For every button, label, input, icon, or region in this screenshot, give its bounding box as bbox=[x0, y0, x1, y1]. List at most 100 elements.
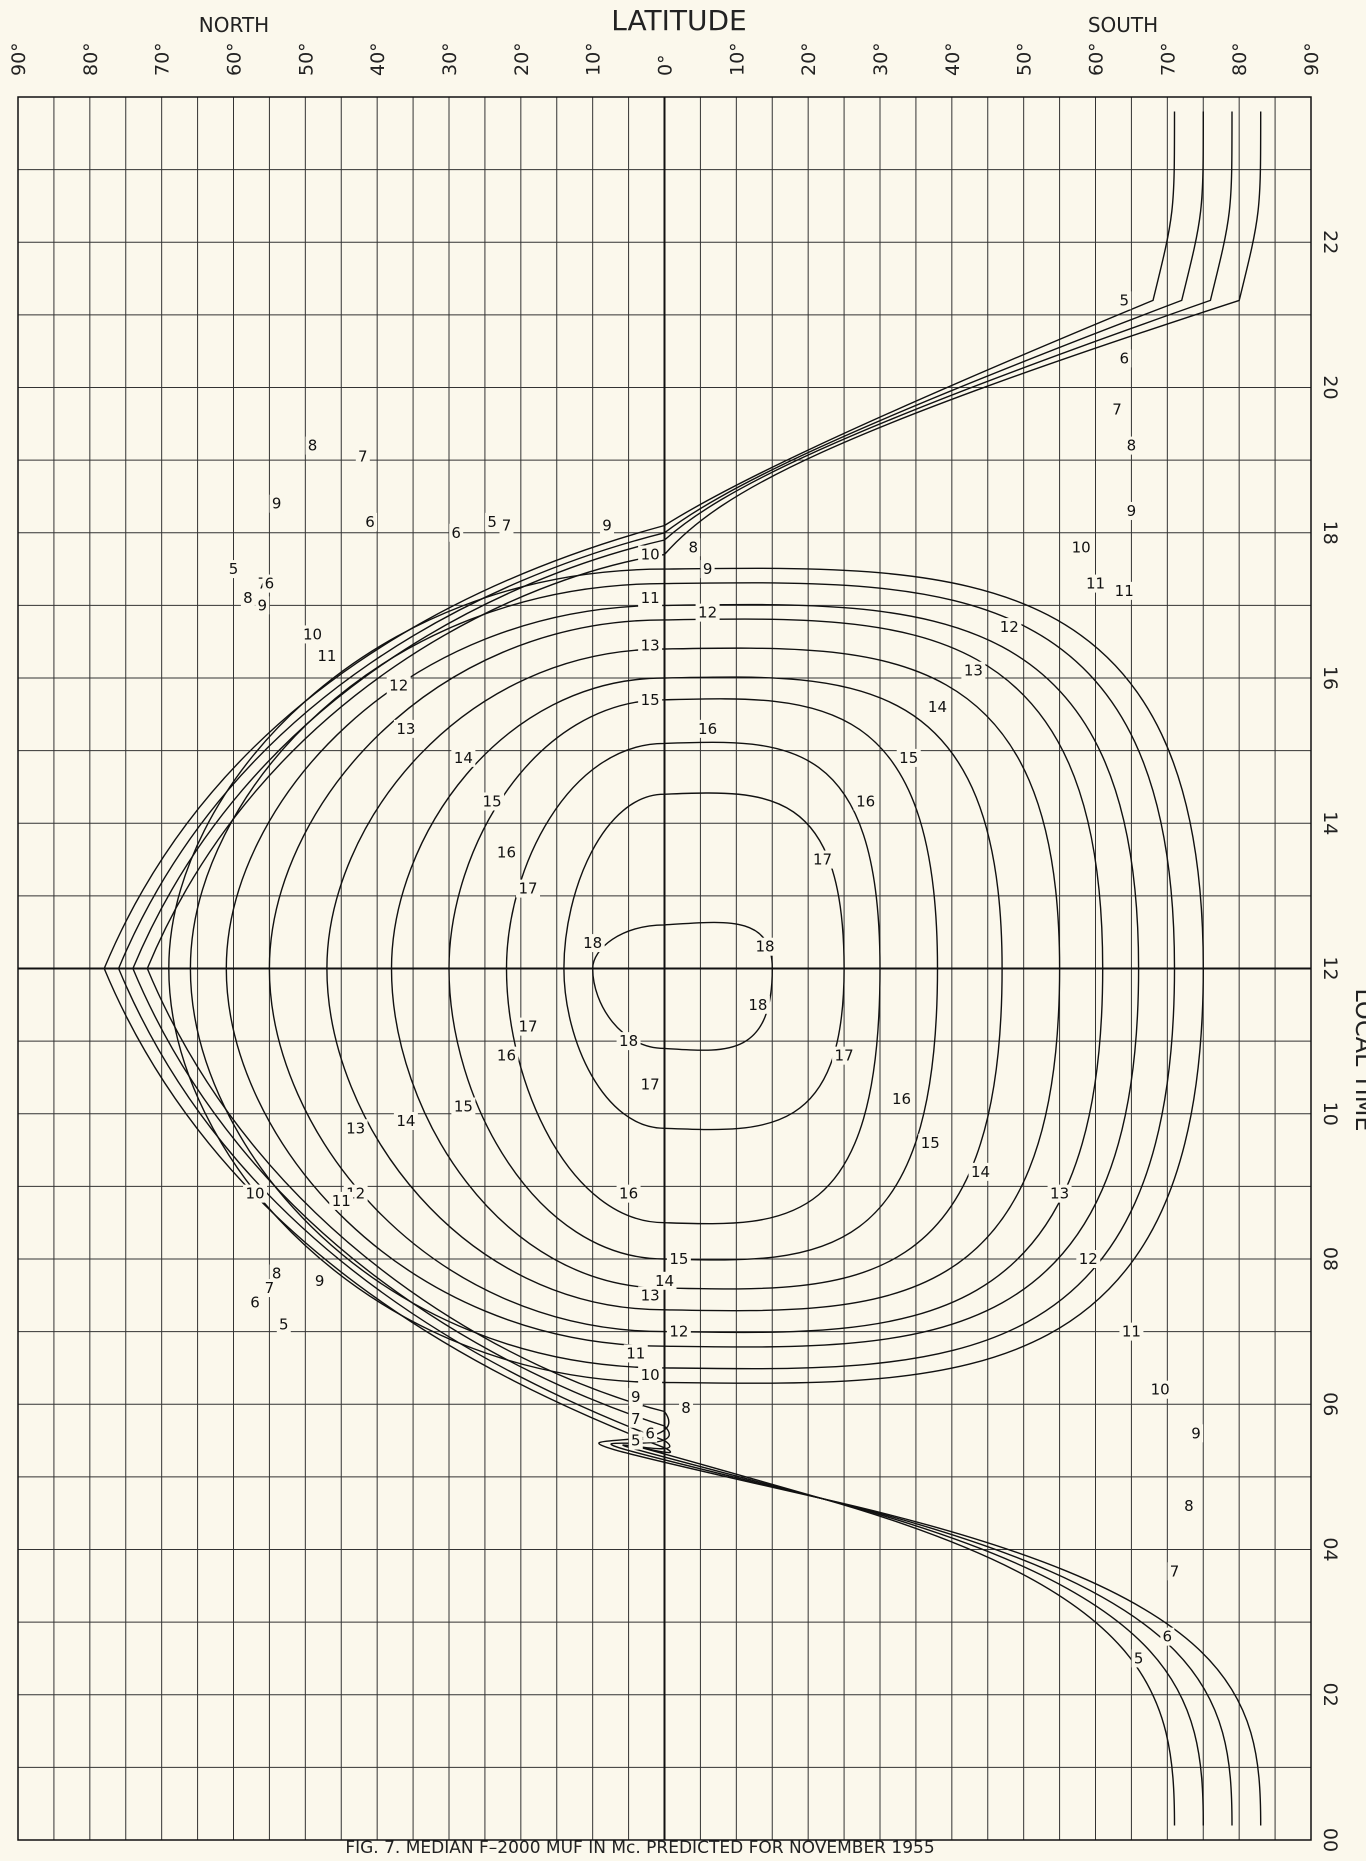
contour-label: 6 bbox=[1119, 349, 1129, 367]
contour-label-bg bbox=[243, 1184, 268, 1203]
contour-label-bg bbox=[449, 523, 464, 542]
lat-tick-label: 70° bbox=[152, 42, 174, 76]
contour-label: 5 bbox=[631, 1432, 641, 1450]
contour-label: 9 bbox=[631, 1388, 641, 1406]
axis-title-local-time: LOCAL TIME bbox=[1350, 988, 1366, 1131]
contour-label: 8 bbox=[1184, 1497, 1194, 1515]
contour-label: 8 bbox=[681, 1399, 691, 1417]
contour-label: 6 bbox=[451, 524, 461, 542]
contour-label: 18 bbox=[756, 938, 775, 956]
contour-label-bg bbox=[1148, 1380, 1173, 1399]
contour-label: 14 bbox=[971, 1163, 990, 1181]
lat-tick-label: 40° bbox=[942, 42, 964, 76]
contour-label: 12 bbox=[1000, 618, 1019, 636]
contour-label: 6 bbox=[1163, 1628, 1173, 1646]
time-tick-label: 12 bbox=[1319, 956, 1341, 980]
contour-label: 13 bbox=[1050, 1185, 1069, 1203]
contour-label: 14 bbox=[928, 698, 947, 716]
contour-label-bg bbox=[638, 1366, 663, 1385]
contour-label-bg bbox=[516, 1017, 541, 1036]
contour-label-bg bbox=[1076, 1250, 1101, 1268]
time-tick-label: 18 bbox=[1319, 521, 1341, 545]
lat-tick-label: 80° bbox=[80, 42, 102, 76]
contour-label: 18 bbox=[748, 996, 767, 1014]
contour-label-bg bbox=[1069, 538, 1094, 557]
contour-label: 15 bbox=[921, 1134, 940, 1152]
contour-label-bg bbox=[499, 516, 514, 535]
lat-tick-label: 60° bbox=[1086, 42, 1108, 76]
contour-label-bg bbox=[695, 719, 720, 738]
contour-label: 11 bbox=[332, 1192, 351, 1210]
contour-label: 5 bbox=[1119, 291, 1129, 309]
contour-label: 5 bbox=[229, 560, 239, 578]
contour-11 bbox=[225, 603, 1140, 1348]
contour-label: 9 bbox=[1127, 502, 1137, 520]
lat-tick-label: 20° bbox=[798, 42, 820, 76]
contour-label-bg bbox=[485, 512, 500, 531]
contour-label-bg bbox=[255, 596, 270, 615]
contour-label-bg bbox=[638, 690, 663, 709]
lat-tick-label: 50° bbox=[295, 42, 317, 76]
contour-label: 16 bbox=[856, 792, 875, 810]
contour-label: 13 bbox=[641, 1286, 660, 1304]
lat-tick-label: 20° bbox=[511, 42, 533, 76]
contour-label-bg bbox=[616, 1184, 641, 1203]
contour-label: 10 bbox=[641, 1366, 660, 1384]
contour-label: 13 bbox=[641, 636, 660, 654]
lat-tick-label: 80° bbox=[1229, 42, 1251, 76]
contour-label: 6 bbox=[365, 513, 375, 531]
contour-label-bg bbox=[652, 1271, 677, 1290]
contour-label: 16 bbox=[497, 843, 516, 861]
contour-label-bg bbox=[600, 516, 615, 535]
contour-label: 9 bbox=[257, 596, 267, 614]
contour-label-bg bbox=[276, 1315, 291, 1334]
figure-caption: FIG. 7. MEDIAN F–2000 MUF IN Mc. PREDICT… bbox=[345, 1838, 934, 1858]
contour-label: 5 bbox=[487, 513, 497, 531]
contour-label-bg bbox=[240, 589, 255, 608]
lat-tick-label: 50° bbox=[1014, 42, 1036, 76]
contour-label: 7 bbox=[265, 1279, 275, 1297]
contour-label: 8 bbox=[308, 437, 318, 455]
tick-labels: 90° 80° 70° 60° 50° 40° 30° 20° 10° 0° 10° 20° 30° 40… bbox=[8, 42, 1341, 1852]
contour-label-bg bbox=[1160, 1627, 1175, 1646]
time-tick-label: 04 bbox=[1319, 1537, 1341, 1561]
contour-label: 7 bbox=[257, 575, 267, 593]
contour-label-bg bbox=[1167, 1562, 1182, 1581]
contour-label: 17 bbox=[835, 1047, 854, 1065]
contour-label-bg bbox=[695, 603, 720, 622]
contour-label-bg bbox=[393, 1112, 418, 1131]
lat-tick-label: 10° bbox=[583, 42, 605, 76]
contour-label: 18 bbox=[583, 934, 602, 952]
contour-label: 10 bbox=[1072, 538, 1091, 556]
contour-label: 11 bbox=[641, 589, 660, 607]
contour-label: 6 bbox=[645, 1424, 655, 1442]
contour-label-bg bbox=[628, 1431, 643, 1450]
contour-label-bg bbox=[889, 1090, 914, 1109]
contour-label: 16 bbox=[619, 1185, 638, 1203]
lat-tick-label: 30° bbox=[870, 42, 892, 76]
contour-label: 12 bbox=[669, 1323, 688, 1341]
contour-label-bg bbox=[343, 1119, 368, 1138]
contour-label-bg bbox=[961, 661, 986, 680]
contour-label: 16 bbox=[698, 720, 717, 738]
contour-label: 12 bbox=[389, 676, 408, 694]
contour-label-bg bbox=[853, 792, 878, 811]
contour-16 bbox=[505, 741, 881, 1225]
contour-label-bg bbox=[312, 1271, 327, 1290]
contour-label-bg bbox=[1117, 349, 1132, 368]
contour-13 bbox=[326, 647, 1061, 1312]
contour-label: 11 bbox=[626, 1344, 645, 1362]
contour-label-bg bbox=[269, 494, 284, 513]
lat-tick-label: 90° bbox=[1301, 42, 1323, 76]
contour-label-bg bbox=[262, 1279, 277, 1298]
contour-label: 8 bbox=[272, 1265, 282, 1283]
hemisphere-label-south: SOUTH bbox=[1088, 13, 1158, 37]
contour-label-bg bbox=[1110, 400, 1125, 419]
contour-label-bg bbox=[832, 1046, 857, 1065]
time-tick-label: 00 bbox=[1319, 1828, 1341, 1852]
contour-label: 17 bbox=[813, 851, 832, 869]
contour-label: 14 bbox=[655, 1272, 674, 1290]
contour-18 bbox=[591, 921, 774, 1051]
contour-label-bg bbox=[1117, 291, 1132, 310]
lat-tick-label: 70° bbox=[1157, 42, 1179, 76]
